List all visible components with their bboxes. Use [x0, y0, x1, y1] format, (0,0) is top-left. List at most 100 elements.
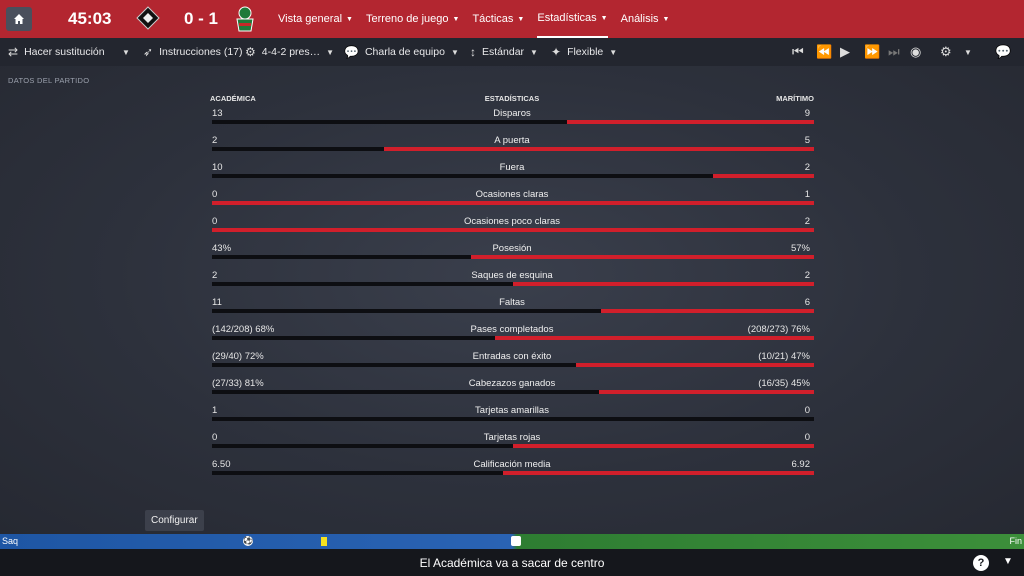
away-bar-segment	[576, 363, 814, 367]
nav-label: Terreno de juego	[365, 13, 449, 25]
home-value: 2	[212, 270, 218, 281]
nav-estadisticas[interactable]: Estadísticas ▼	[537, 0, 608, 38]
nav-label: Vista general	[278, 13, 343, 25]
shape-dropdown[interactable]: ✦ Flexible ▼	[551, 38, 617, 66]
goal-ball-icon[interactable]: ⚽	[243, 536, 253, 546]
comparison-bar	[212, 120, 814, 124]
stat-label: Faltas	[499, 297, 525, 308]
top-bar: 45:03 0 - 1 Vista general ▼ Terreno de ju…	[0, 0, 1024, 38]
shape-icon: ✦	[551, 45, 562, 59]
home-value: 10	[212, 162, 223, 173]
stat-label: Posesión	[492, 243, 532, 254]
match-stats-panel: DATOS DEL PARTIDO ACADÉMICA ESTADÍSTICAS…	[0, 66, 1024, 534]
away-value: (16/35) 45%	[758, 378, 810, 389]
skip-back-icon[interactable]: ⏮	[792, 44, 804, 59]
away-value: 1	[804, 189, 810, 200]
stats-heading: ESTADÍSTICAS	[484, 94, 540, 103]
mentality-dropdown[interactable]: ↕ Estándar ▼	[470, 38, 538, 66]
chevron-down-icon: ▼	[346, 15, 353, 23]
skip-forward-icon[interactable]: ⏭	[888, 44, 900, 59]
formation-dropdown[interactable]: ⚙ 4-4-2 pres… ▼	[245, 38, 334, 66]
away-value: 0	[804, 432, 810, 443]
away-value: 57%	[790, 243, 810, 254]
stat-row: 0 Tarjetas rojas 0	[210, 430, 814, 457]
nav-vista-general[interactable]: Vista general ▼	[278, 0, 353, 38]
stat-label: Tarjetas amarillas	[475, 405, 549, 416]
stat-row: 2 Saques de esquina 2	[210, 268, 814, 295]
chevron-down-icon: ▼	[600, 14, 608, 22]
stat-label: A puerta	[494, 135, 530, 146]
stat-row: 13 Disparos 9	[210, 106, 814, 133]
away-team-badge-icon	[233, 5, 257, 33]
substitution-label: Hacer sustitución	[24, 46, 105, 58]
team-talk-label: Charla de equipo	[364, 46, 445, 58]
away-value: 2	[804, 162, 810, 173]
configure-button[interactable]: Configurar	[145, 510, 204, 531]
substitution-button[interactable]: ⇄ Hacer sustitución	[8, 38, 105, 66]
stat-row: 6.50 Calificación media 6.92	[210, 457, 814, 484]
stat-row: 1 Tarjetas amarillas 0	[210, 403, 814, 430]
match-toolbar: ⇄ Hacer sustitución ▼ ➶ Instrucciones (1…	[0, 38, 1024, 66]
yellow-card-icon[interactable]	[321, 537, 327, 546]
away-bar-segment	[601, 309, 814, 313]
stat-label: Entradas con éxito	[472, 351, 552, 362]
substitution-dropdown[interactable]: ▼	[116, 38, 130, 66]
home-value: (142/208) 68%	[212, 324, 275, 335]
away-value: 0	[804, 405, 810, 416]
nav-terreno-de-juego[interactable]: Terreno de juego ▼	[366, 0, 460, 38]
stat-label: Ocasiones poco claras	[463, 216, 561, 227]
away-bar-segment	[567, 120, 814, 124]
stat-label: Ocasiones claras	[475, 189, 549, 200]
match-score: 0 - 1	[184, 9, 219, 28]
comparison-bar	[212, 390, 814, 394]
home-bar-segment	[212, 390, 600, 394]
nav-tacticas[interactable]: Tácticas ▼	[472, 0, 524, 38]
fast-forward-icon[interactable]: ⏩	[864, 44, 881, 59]
mentality-icon: ↕	[470, 45, 476, 59]
home-value: (27/33) 81%	[212, 378, 264, 389]
chevron-down-icon: ▼	[609, 47, 618, 57]
record-icon[interactable]: ◉	[910, 44, 922, 59]
comparison-bar	[212, 228, 814, 232]
home-bar-segment	[212, 120, 568, 124]
home-value: 2	[212, 135, 218, 146]
away-value: 2	[804, 216, 810, 227]
away-bar-segment	[513, 282, 814, 286]
play-icon[interactable]: ▶	[840, 44, 850, 59]
stats-header: ACADÉMICA ESTADÍSTICAS MARÍTIMO	[210, 92, 814, 106]
instructions-button[interactable]: ➶ Instrucciones (17)	[143, 38, 243, 66]
comparison-bar	[212, 201, 814, 205]
stat-row: 0 Ocasiones claras 1	[210, 187, 814, 214]
chat-bubble-icon[interactable]: 💬	[995, 44, 1012, 59]
nav-analisis[interactable]: Análisis ▼	[621, 0, 670, 38]
halftime-marker-icon[interactable]	[511, 536, 521, 546]
home-bar-segment	[212, 147, 384, 151]
home-value: 0	[212, 189, 218, 200]
formation-icon: ⚙	[245, 45, 256, 59]
home-icon[interactable]	[6, 7, 32, 31]
stat-label: Tarjetas rojas	[483, 432, 541, 443]
comparison-bar	[212, 417, 814, 421]
away-value: (208/273) 76%	[747, 324, 810, 335]
nav-label: Estadísticas	[537, 12, 597, 24]
home-bar-segment	[212, 174, 714, 178]
chevron-down-icon: ▼	[662, 15, 670, 23]
commentary-bar: El Académica va a sacar de centro	[0, 549, 1024, 576]
chevron-down-icon: ▼	[452, 15, 460, 23]
stat-row: 0 Ocasiones poco claras 2	[210, 214, 814, 241]
home-bar-segment	[212, 336, 495, 340]
match-timeline[interactable]: Saq ⚽ Fin	[0, 534, 1024, 549]
stat-label: Cabezazos ganados	[468, 378, 556, 389]
section-title: DATOS DEL PARTIDO	[8, 76, 90, 85]
home-value: 0	[212, 432, 218, 443]
comparison-bar	[212, 444, 814, 448]
team-talk-dropdown[interactable]: 💬 Charla de equipo ▼	[344, 38, 459, 66]
chevron-down-icon[interactable]: ▼	[1003, 556, 1013, 567]
home-bar-segment	[212, 309, 602, 313]
rewind-icon[interactable]: ⏪	[816, 44, 833, 59]
stat-row: 2 A puerta 5	[210, 133, 814, 160]
help-icon[interactable]: ?	[973, 555, 989, 571]
chevron-down-icon[interactable]: ▼	[964, 47, 972, 57]
away-team-name: MARÍTIMO	[776, 94, 814, 103]
gear-icon[interactable]: ⚙	[940, 44, 952, 59]
